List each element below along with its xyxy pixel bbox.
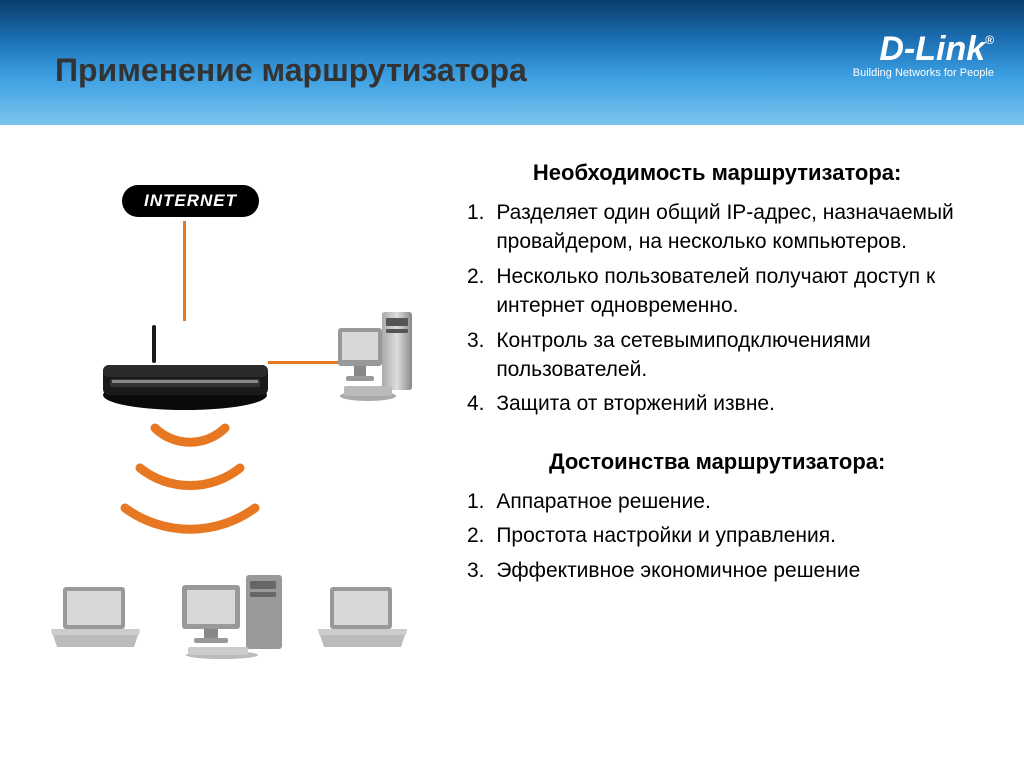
list-item: Эффективное экономичное решение [490,556,984,585]
logo-tagline: Building Networks for People [853,67,994,79]
list-item: Разделяет один общий IP-адрес, назначаем… [490,198,984,257]
laptop-icon [48,585,143,660]
internet-badge: INTERNET [122,185,259,217]
slide-body: INTERNET [0,125,1024,768]
list-item: Простота настройки и управления. [490,521,984,550]
line-router-to-pc [268,361,343,364]
network-diagram: INTERNET [40,175,410,715]
wifi-signal-icon [110,413,270,558]
list-item: Защита от вторжений извне. [490,389,984,418]
brand-logo: D-Link® Building Networks for People [853,30,994,79]
router-icon [98,325,273,425]
list-item: Несколько пользователей получают доступ … [490,262,984,321]
advantages-section-title: Достоинства маршрутизатора: [450,449,984,475]
advantages-list: Аппаратное решение. Простота настройки и… [450,487,984,585]
laptop-icon [315,585,410,660]
text-panel: Необходимость маршрутизатора: Разделяет … [440,125,1024,768]
slide-title: Применение маршрутизатора [55,52,527,89]
desktop-pc-icon [178,575,286,665]
logo-text: D-Link® [853,30,994,69]
list-item: Контроль за сетевымиподключениями пользо… [490,326,984,385]
list-item: Аппаратное решение. [490,487,984,516]
diagram-panel: INTERNET [0,125,440,768]
desktop-pc-icon [338,310,416,407]
slide-header: Применение маршрутизатора D-Link® Buildi… [0,0,1024,125]
line-internet-to-router [183,221,186,321]
need-list: Разделяет один общий IP-адрес, назначаем… [450,198,984,419]
need-section-title: Необходимость маршрутизатора: [450,160,984,186]
